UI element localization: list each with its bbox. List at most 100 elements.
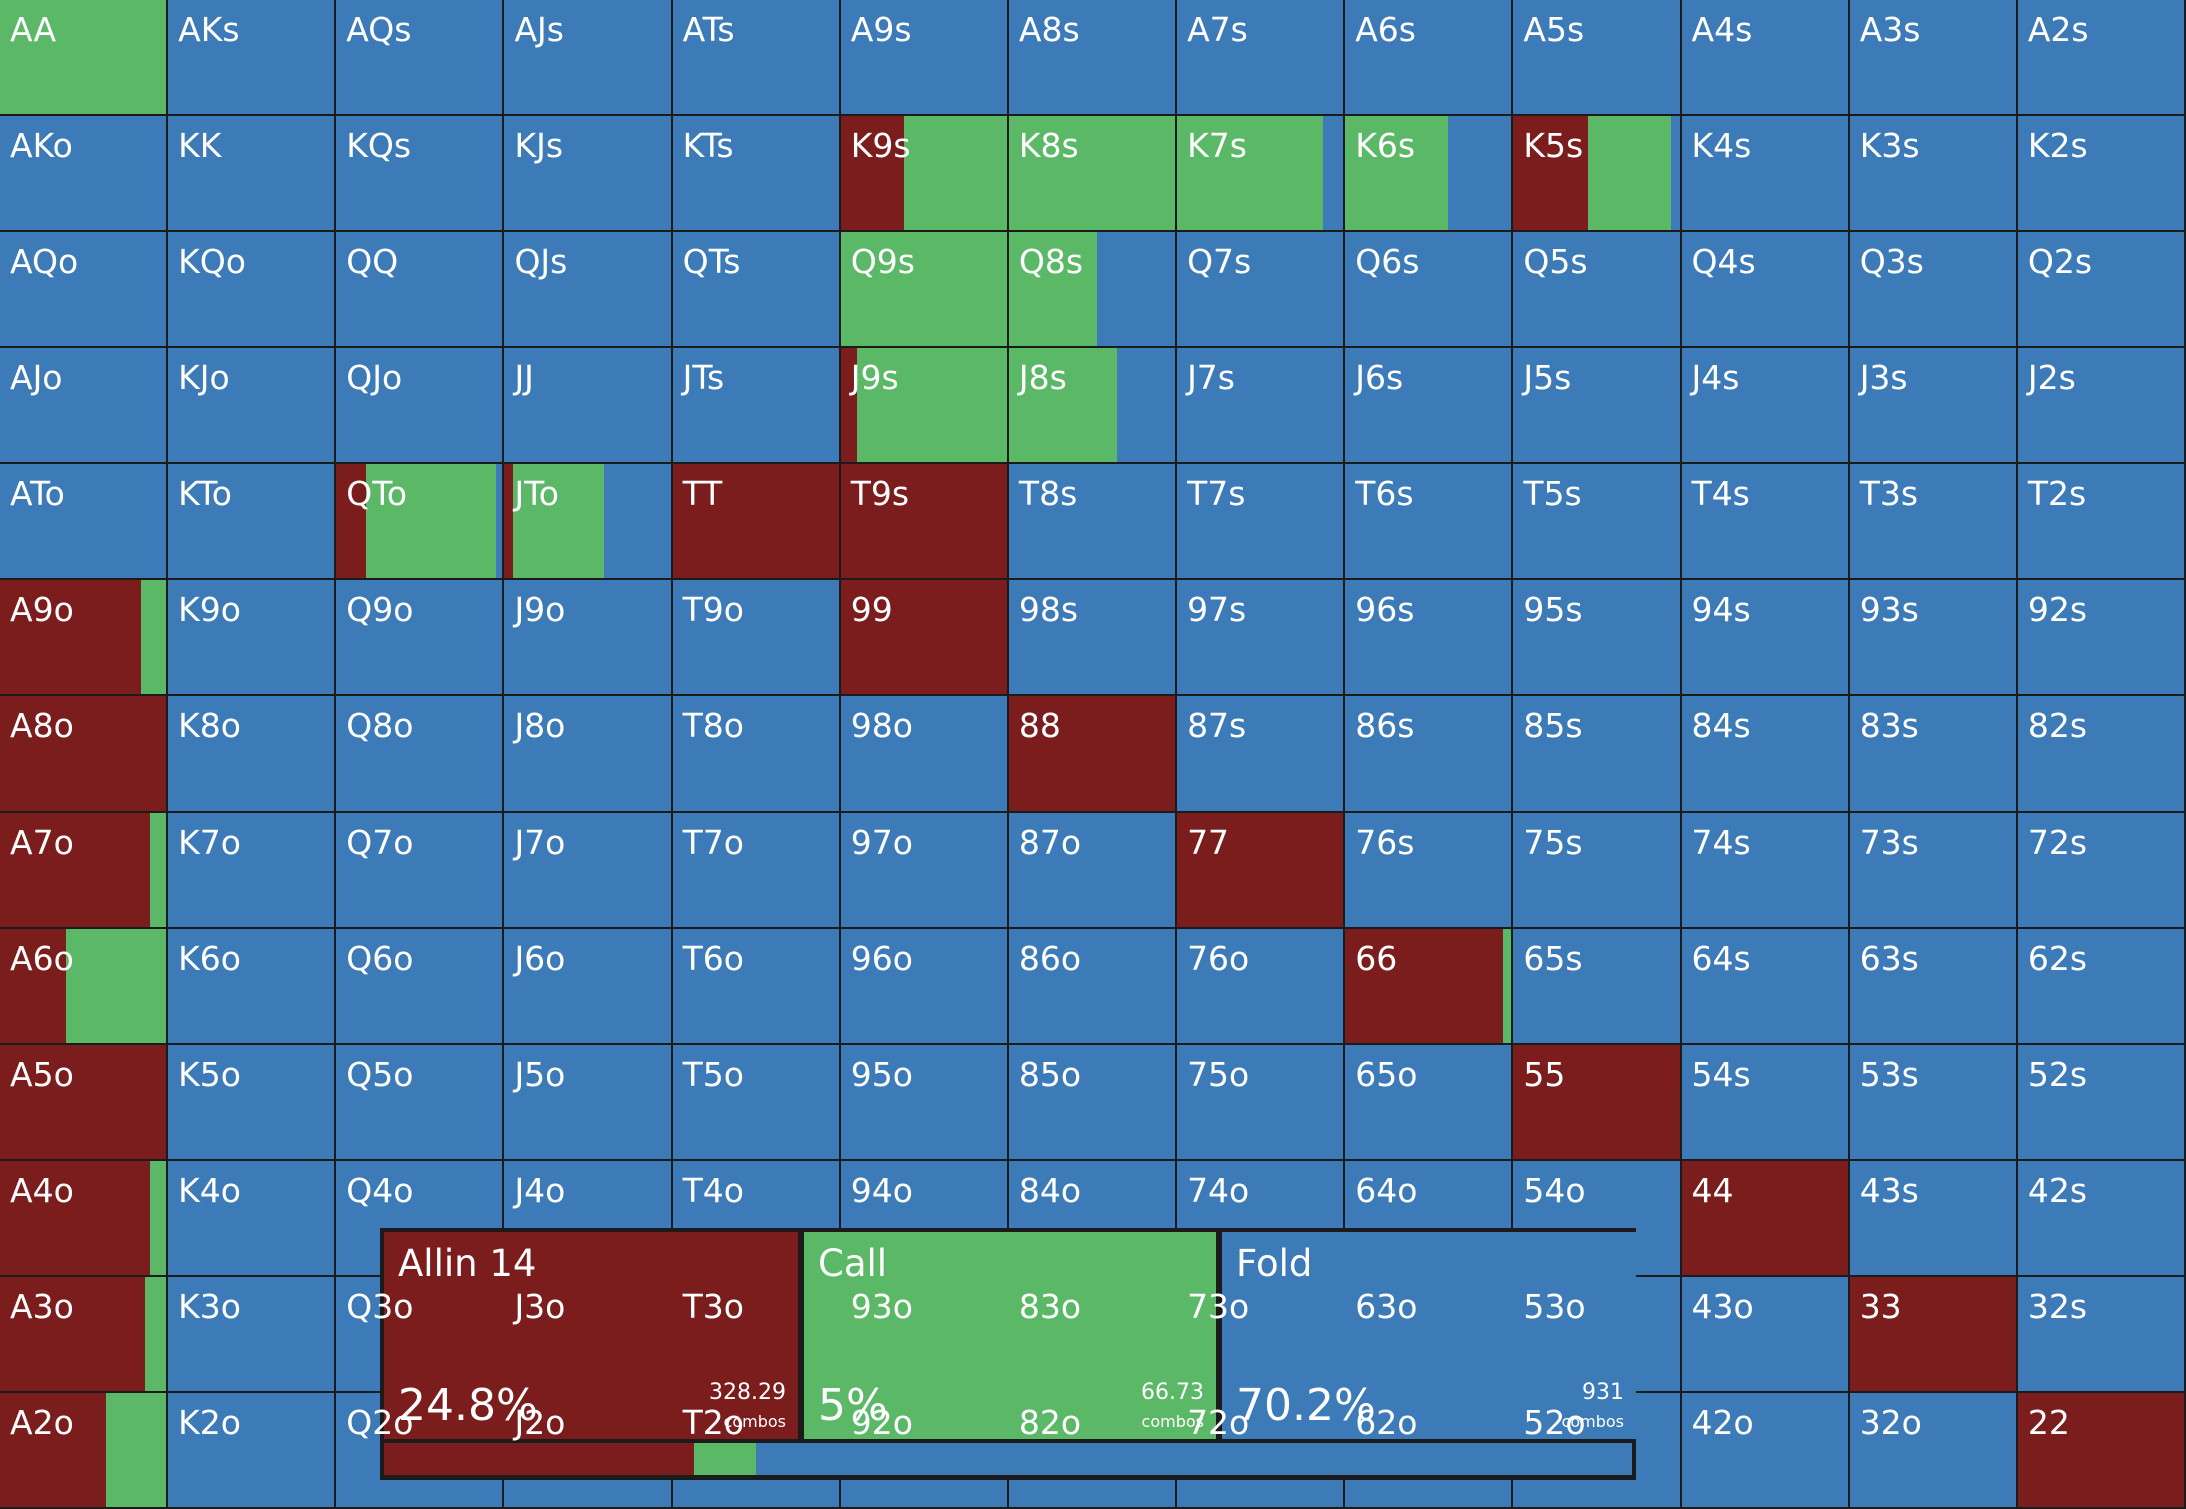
hand-cell-Q3s[interactable]: Q3s	[1849, 232, 2018, 349]
legend-call[interactable]: Call 5% 66.73 combos	[804, 1232, 1216, 1439]
hand-cell-K5o[interactable]: K5o	[168, 1044, 337, 1161]
hand-cell-94s[interactable]: 94s	[1681, 580, 1850, 697]
hand-cell-Q6s[interactable]: Q6s	[1345, 232, 1514, 349]
hand-cell-A7s[interactable]: A7s	[1177, 0, 1346, 117]
hand-cell-43s[interactable]: 43s	[1849, 1160, 2018, 1277]
hand-cell-43o[interactable]: 43o	[1681, 1276, 1850, 1393]
hand-cell-76o[interactable]: 76o	[1177, 928, 1346, 1045]
hand-cell-KJs[interactable]: KJs	[504, 116, 673, 233]
hand-cell-K7o[interactable]: K7o	[168, 812, 337, 929]
hand-cell-96o[interactable]: 96o	[840, 928, 1009, 1045]
hand-cell-66[interactable]: 66	[1345, 928, 1514, 1045]
hand-cell-Q7s[interactable]: Q7s	[1177, 232, 1346, 349]
hand-cell-A7o[interactable]: A7o	[0, 812, 169, 929]
hand-cell-A8s[interactable]: A8s	[1008, 0, 1178, 117]
hand-cell-J7s[interactable]: J7s	[1177, 348, 1346, 465]
hand-cell-AQo[interactable]: AQo	[0, 232, 169, 349]
hand-cell-A8o[interactable]: A8o	[0, 696, 169, 813]
hand-cell-Q8o[interactable]: Q8o	[336, 696, 505, 813]
hand-cell-A2s[interactable]: A2s	[2017, 0, 2186, 117]
hand-cell-K9o[interactable]: K9o	[168, 580, 337, 697]
hand-cell-A4o[interactable]: A4o	[0, 1160, 169, 1277]
hand-cell-99[interactable]: 99	[840, 580, 1009, 697]
hand-cell-T7s[interactable]: T7s	[1177, 464, 1346, 581]
hand-cell-T9o[interactable]: T9o	[672, 580, 841, 697]
hand-cell-JTs[interactable]: JTs	[672, 348, 841, 465]
hand-cell-TT[interactable]: TT	[672, 464, 841, 581]
hand-cell-75o[interactable]: 75o	[1177, 1044, 1346, 1161]
hand-cell-33[interactable]: 33	[1849, 1276, 2018, 1393]
hand-cell-87o[interactable]: 87o	[1008, 812, 1178, 929]
hand-cell-73s[interactable]: 73s	[1849, 812, 2018, 929]
hand-cell-J5o[interactable]: J5o	[504, 1044, 673, 1161]
hand-cell-K3s[interactable]: K3s	[1849, 116, 2018, 233]
hand-cell-Q9s[interactable]: Q9s	[840, 232, 1009, 349]
hand-cell-A4s[interactable]: A4s	[1681, 0, 1850, 117]
hand-cell-42s[interactable]: 42s	[2017, 1160, 2186, 1277]
hand-cell-QJo[interactable]: QJo	[336, 348, 505, 465]
hand-cell-95s[interactable]: 95s	[1513, 580, 1682, 697]
hand-cell-62s[interactable]: 62s	[2017, 928, 2186, 1045]
hand-cell-52s[interactable]: 52s	[2017, 1044, 2186, 1161]
hand-cell-83s[interactable]: 83s	[1849, 696, 2018, 813]
hand-cell-88[interactable]: 88	[1008, 696, 1178, 813]
legend-allin[interactable]: Allin 14 24.8% 328.29 combos	[384, 1232, 798, 1439]
hand-cell-T8s[interactable]: T8s	[1008, 464, 1178, 581]
hand-cell-T2s[interactable]: T2s	[2017, 464, 2186, 581]
hand-cell-J6o[interactable]: J6o	[504, 928, 673, 1045]
hand-cell-64s[interactable]: 64s	[1681, 928, 1850, 1045]
hand-cell-AA[interactable]: AA	[0, 0, 169, 117]
hand-cell-QJs[interactable]: QJs	[504, 232, 673, 349]
hand-cell-A5o[interactable]: A5o	[0, 1044, 169, 1161]
hand-cell-KTo[interactable]: KTo	[168, 464, 337, 581]
hand-cell-K6s[interactable]: K6s	[1345, 116, 1514, 233]
hand-cell-Q5o[interactable]: Q5o	[336, 1044, 505, 1161]
hand-cell-K4s[interactable]: K4s	[1681, 116, 1850, 233]
hand-cell-J3s[interactable]: J3s	[1849, 348, 2018, 465]
hand-cell-96s[interactable]: 96s	[1345, 580, 1514, 697]
hand-cell-KQo[interactable]: KQo	[168, 232, 337, 349]
hand-cell-QQ[interactable]: QQ	[336, 232, 505, 349]
hand-cell-Q6o[interactable]: Q6o	[336, 928, 505, 1045]
hand-cell-65s[interactable]: 65s	[1513, 928, 1682, 1045]
hand-cell-A2o[interactable]: A2o	[0, 1392, 169, 1509]
hand-cell-72s[interactable]: 72s	[2017, 812, 2186, 929]
hand-cell-KJo[interactable]: KJo	[168, 348, 337, 465]
hand-cell-85o[interactable]: 85o	[1008, 1044, 1178, 1161]
hand-cell-55[interactable]: 55	[1513, 1044, 1682, 1161]
hand-cell-KK[interactable]: KK	[168, 116, 337, 233]
hand-cell-J9s[interactable]: J9s	[840, 348, 1009, 465]
hand-cell-AKs[interactable]: AKs	[168, 0, 337, 117]
hand-cell-87s[interactable]: 87s	[1177, 696, 1346, 813]
hand-cell-32s[interactable]: 32s	[2017, 1276, 2186, 1393]
hand-cell-J6s[interactable]: J6s	[1345, 348, 1514, 465]
hand-cell-J8s[interactable]: J8s	[1008, 348, 1178, 465]
hand-cell-85s[interactable]: 85s	[1513, 696, 1682, 813]
hand-cell-ATs[interactable]: ATs	[672, 0, 841, 117]
hand-cell-98s[interactable]: 98s	[1008, 580, 1178, 697]
hand-cell-JJ[interactable]: JJ	[504, 348, 673, 465]
hand-cell-K6o[interactable]: K6o	[168, 928, 337, 1045]
hand-cell-J8o[interactable]: J8o	[504, 696, 673, 813]
hand-cell-A9o[interactable]: A9o	[0, 580, 169, 697]
hand-cell-K2o[interactable]: K2o	[168, 1392, 337, 1509]
hand-cell-97o[interactable]: 97o	[840, 812, 1009, 929]
hand-cell-K7s[interactable]: K7s	[1177, 116, 1346, 233]
hand-cell-A6s[interactable]: A6s	[1345, 0, 1514, 117]
hand-cell-JTo[interactable]: JTo	[504, 464, 673, 581]
hand-cell-K9s[interactable]: K9s	[840, 116, 1009, 233]
hand-cell-42o[interactable]: 42o	[1681, 1392, 1850, 1509]
hand-cell-KQs[interactable]: KQs	[336, 116, 505, 233]
hand-cell-86s[interactable]: 86s	[1345, 696, 1514, 813]
hand-cell-K8s[interactable]: K8s	[1008, 116, 1178, 233]
hand-cell-K2s[interactable]: K2s	[2017, 116, 2186, 233]
hand-cell-Q7o[interactable]: Q7o	[336, 812, 505, 929]
hand-cell-QTo[interactable]: QTo	[336, 464, 505, 581]
hand-cell-65o[interactable]: 65o	[1345, 1044, 1514, 1161]
hand-cell-T5s[interactable]: T5s	[1513, 464, 1682, 581]
hand-cell-Q2s[interactable]: Q2s	[2017, 232, 2186, 349]
hand-cell-J7o[interactable]: J7o	[504, 812, 673, 929]
hand-cell-A6o[interactable]: A6o	[0, 928, 169, 1045]
hand-cell-97s[interactable]: 97s	[1177, 580, 1346, 697]
hand-cell-98o[interactable]: 98o	[840, 696, 1009, 813]
